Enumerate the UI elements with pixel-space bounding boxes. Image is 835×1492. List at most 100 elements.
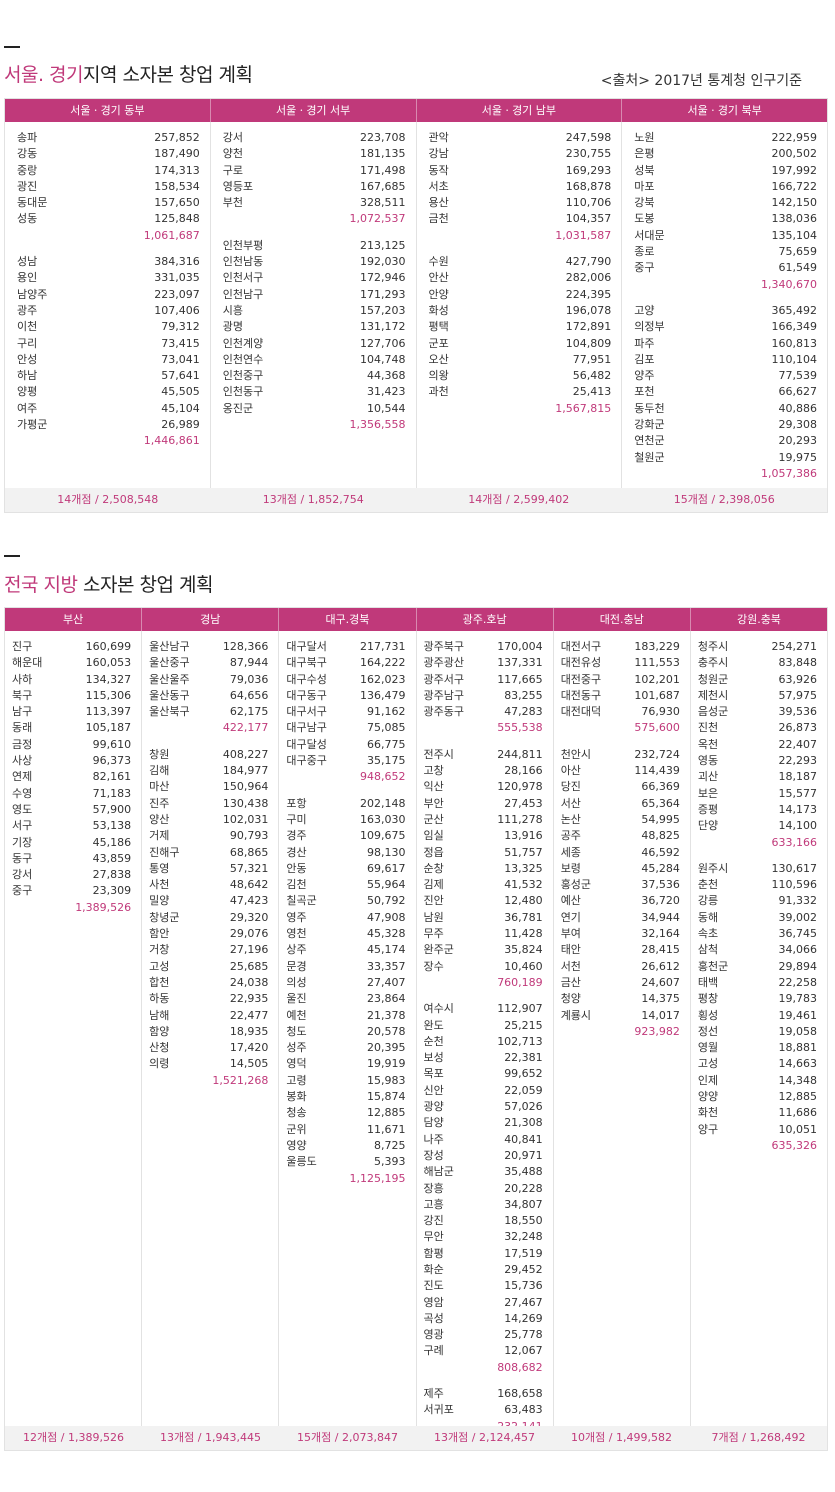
area-name: 남양주 (17, 287, 48, 301)
table-row: 가평군 26,989 (17, 417, 200, 433)
subtotal-value: 422,177 (222, 721, 269, 735)
area-name: 칠곡군 (286, 894, 317, 908)
table-row: 거제 90,793 (149, 828, 268, 844)
area-name: 양주 (634, 369, 655, 383)
table-row: 사상 96,373 (12, 753, 131, 769)
area-name: 아산 (560, 764, 581, 778)
population-value: 20,971 (504, 1148, 543, 1162)
area-name: 구례 (423, 1344, 444, 1358)
population-value: 76,930 (641, 705, 680, 719)
column-footer: 13개점 / 2,124,457 (434, 1431, 535, 1444)
area-name: 옥천 (697, 737, 719, 751)
area-name: 마포 (634, 179, 655, 193)
population-value: 184,977 (222, 764, 269, 778)
area-name: 인천부평 (222, 238, 264, 252)
table-row: 중구 23,309 (12, 883, 131, 899)
area-name: 삼척 (697, 943, 719, 957)
area-name: 동두천 (634, 401, 665, 415)
area-name: 진해구 (149, 845, 180, 859)
area-name: 무안 (423, 1230, 444, 1244)
population-value: 25,778 (504, 1328, 543, 1342)
table-row: 순창 13,325 (424, 861, 543, 877)
area-name: 공주 (560, 829, 581, 843)
population-value: 48,825 (641, 829, 680, 843)
table-row: 인천남구 171,293 (223, 287, 406, 303)
area-name: 진안 (423, 894, 444, 908)
population-value: 66,627 (778, 385, 818, 399)
table-row: 논산 54,995 (561, 812, 680, 828)
area-name: 성남 (17, 255, 38, 269)
area-name: 동대문 (17, 196, 48, 210)
table-row: 대구달서 217,731 (286, 639, 405, 655)
table-row: 진해구 68,865 (149, 845, 268, 861)
area-name: 남원 (423, 910, 444, 924)
area-name: 동구 (12, 851, 33, 865)
area-name: 정선 (697, 1024, 719, 1038)
column-footer: 14개점 / 2,508,548 (57, 493, 159, 506)
table-row: 대전중구 102,201 (561, 672, 680, 688)
table-row: 광주서구 117,665 (424, 672, 543, 688)
population-value: 111,553 (634, 656, 680, 670)
seoul-gyeonggi-table: 서울ㆍ경기 동부 서울ㆍ경기 서부 서울ㆍ경기 남부 서울ㆍ경기 북부 송파 257,8… (4, 98, 828, 513)
table-row: 홍성군 37,536 (561, 877, 680, 893)
population-value: 31,423 (367, 385, 406, 399)
table-row: 영등포 167,685 (223, 179, 406, 195)
table-row: 서귀포 63,483 (424, 1402, 543, 1418)
table-row: 함양 18,935 (149, 1024, 268, 1040)
area-name: 홍성군 (560, 878, 592, 892)
area-name: 인천남동 (222, 255, 264, 269)
area-name: 영양 (286, 1138, 307, 1152)
table-row: 정읍 51,757 (424, 845, 543, 861)
area-name: 여수시 (423, 1002, 454, 1016)
area-name: 밀양 (149, 894, 170, 908)
population-value: 29,308 (778, 418, 818, 432)
area-name: 연천군 (634, 434, 665, 448)
population-value: 83,255 (504, 688, 543, 702)
area-name: 강화군 (634, 418, 665, 432)
area-name: 동래 (12, 721, 33, 735)
area-name: 해남군 (423, 1165, 454, 1179)
table-row: 곡성 14,269 (424, 1311, 543, 1327)
population-value: 213,125 (360, 238, 406, 252)
area-name: 제천시 (697, 688, 729, 702)
area-name: 계룡시 (560, 1008, 592, 1022)
population-value: 57,900 (92, 802, 132, 816)
area-name: 순창 (423, 861, 444, 875)
population-value: 66,369 (641, 780, 680, 794)
area-name: 완주군 (423, 943, 454, 957)
population-value: 222,959 (771, 131, 818, 144)
population-value: 105,187 (85, 721, 132, 735)
area-name: 단양 (697, 819, 719, 833)
table-row: 음성군 39,536 (698, 704, 817, 720)
column-header: 경남 (142, 608, 280, 631)
population-value: 90,793 (229, 829, 269, 843)
subtotal-value: 1,031,587 (555, 228, 612, 242)
population-value: 29,894 (778, 959, 818, 973)
table-row: 완도 25,215 (424, 1018, 543, 1034)
table-row: 시흥 157,203 (223, 303, 406, 319)
area-name: 부안 (423, 796, 444, 810)
area-name: 은평 (634, 147, 655, 161)
table-row: 문경 33,357 (286, 959, 405, 975)
table-row: 인천부평 213,125 (223, 238, 406, 254)
area-name: 화천 (697, 1106, 719, 1120)
subtotal-row: 1,446,861 (17, 433, 200, 449)
area-name: 해운대 (12, 656, 43, 670)
region-column: 청주시 254,271 충주시 83,848 청원군 63,926 제천시 57,975 음성군… (691, 631, 827, 1426)
table-row: 강진 18,550 (424, 1213, 543, 1229)
table-row: 오산 77,951 (429, 352, 612, 368)
population-value: 101,687 (634, 688, 680, 702)
population-value: 138,036 (771, 212, 818, 226)
table-row: 나주 40,841 (424, 1132, 543, 1148)
population-value: 99,610 (92, 737, 132, 751)
table-row: 함평 17,519 (424, 1246, 543, 1262)
table-row: 양천 181,135 (223, 146, 406, 162)
table-row: 홍천군 29,894 (698, 959, 817, 975)
population-value: 47,908 (367, 910, 406, 924)
area-name: 장성 (423, 1148, 444, 1162)
column-footer: 10개점 / 1,499,582 (571, 1431, 672, 1444)
population-value: 166,722 (771, 179, 818, 193)
table-row: 상주 45,174 (286, 942, 405, 958)
table-row: 의정부 166,349 (634, 319, 817, 335)
table-row: 연제 82,161 (12, 769, 131, 785)
